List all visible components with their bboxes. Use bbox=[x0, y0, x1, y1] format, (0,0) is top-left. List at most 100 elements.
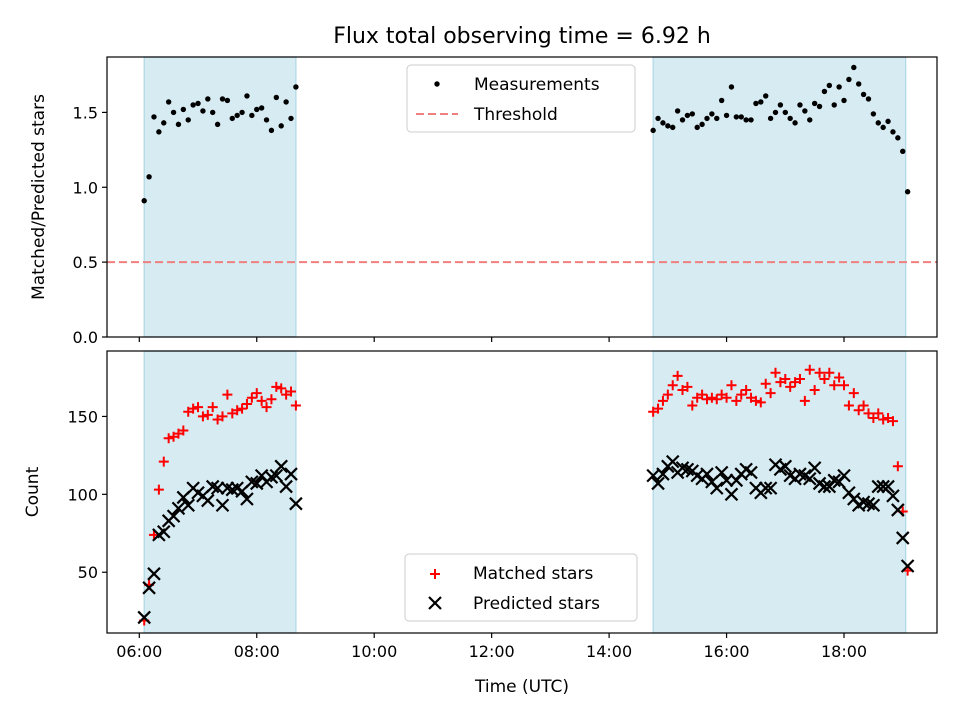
bottom-y-axis-label: Count bbox=[23, 466, 43, 517]
measurement-point bbox=[851, 64, 857, 71]
matched-star-point bbox=[839, 380, 850, 391]
predicted-star-point bbox=[142, 581, 156, 595]
measurement-point bbox=[846, 76, 852, 83]
measurement-point bbox=[175, 121, 182, 128]
measurement-point bbox=[278, 123, 284, 129]
measurement-point bbox=[895, 135, 901, 141]
measurement-point bbox=[787, 115, 793, 122]
measurement-point bbox=[748, 117, 754, 123]
matched-star-point bbox=[887, 416, 898, 427]
y-tick-label: 150 bbox=[67, 407, 98, 426]
measurement-point bbox=[900, 148, 906, 155]
matched-star-point bbox=[706, 392, 717, 403]
measurement-point bbox=[699, 121, 705, 128]
matched-star-point bbox=[780, 374, 791, 385]
predicted-star-point bbox=[886, 489, 900, 503]
legend-predicted-label: Predicted stars bbox=[473, 594, 600, 614]
measurement-point bbox=[200, 108, 206, 114]
top-legend-box bbox=[406, 64, 636, 133]
matched-star-point bbox=[261, 402, 272, 413]
matched-star-point bbox=[863, 408, 874, 419]
chart-title: Flux total observing time = 6.92 h bbox=[333, 24, 711, 49]
predicted-star-point bbox=[147, 567, 161, 581]
legend-threshold-label: Threshold bbox=[473, 105, 558, 125]
matched-star-point bbox=[731, 395, 742, 406]
matched-star-point bbox=[701, 394, 712, 405]
matched-star-point bbox=[755, 397, 766, 408]
x-tick-label: 14:00 bbox=[586, 642, 632, 661]
measurement-point bbox=[753, 100, 759, 107]
measurement-point bbox=[875, 120, 881, 126]
predicted-star-point bbox=[210, 481, 225, 495]
measurement-point bbox=[738, 114, 744, 120]
matched-star-point bbox=[202, 409, 213, 420]
measurement-point bbox=[826, 82, 833, 89]
predicted-star-point bbox=[137, 610, 151, 625]
measurement-point bbox=[244, 93, 250, 99]
matched-star-point bbox=[271, 381, 282, 392]
measurement-point bbox=[782, 109, 788, 116]
y-tick-label: 1.0 bbox=[73, 178, 98, 197]
measurement-point bbox=[258, 105, 265, 111]
matched-star-point bbox=[153, 484, 164, 495]
measurement-point bbox=[195, 100, 201, 107]
measurement-point bbox=[239, 109, 245, 116]
legend-matched-marker bbox=[430, 569, 440, 579]
predicted-star-point bbox=[724, 487, 739, 502]
matched-star-point bbox=[799, 395, 810, 406]
predicted-star-point bbox=[284, 467, 298, 481]
matched-star-point bbox=[770, 367, 781, 378]
matched-star-point bbox=[697, 389, 708, 400]
predicted-star-point bbox=[719, 473, 734, 488]
predicted-star-point bbox=[817, 479, 832, 494]
measurement-point bbox=[156, 129, 162, 135]
measurement-point bbox=[660, 120, 666, 126]
matched-star-point bbox=[804, 364, 815, 375]
matched-star-point bbox=[785, 381, 796, 392]
measurement-point bbox=[161, 120, 167, 126]
measurement-point bbox=[763, 93, 769, 99]
bottom-axes-frame bbox=[106, 350, 938, 634]
predicted-star-point bbox=[763, 481, 778, 495]
measurement-point bbox=[180, 106, 187, 113]
matched-star-point bbox=[163, 433, 174, 444]
matched-star-point bbox=[178, 425, 189, 436]
predicted-star-point bbox=[807, 461, 822, 475]
measurement-point bbox=[718, 97, 725, 104]
predicted-star-point bbox=[709, 481, 724, 495]
measurement-point bbox=[743, 117, 749, 123]
y-tick-label: 0.0 bbox=[73, 328, 98, 347]
y-tick-label: 50 bbox=[78, 563, 98, 582]
measurement-point bbox=[733, 114, 740, 120]
matched-star-point bbox=[217, 411, 228, 422]
predicted-star-point bbox=[240, 492, 254, 506]
matched-star-point bbox=[290, 400, 301, 411]
bottom-legend: Matched stars Predicted stars bbox=[404, 553, 638, 622]
x-tick-label: 12:00 bbox=[469, 642, 515, 661]
predicted-star-point bbox=[900, 559, 915, 573]
predicted-star-point bbox=[166, 509, 181, 523]
measurement-point bbox=[797, 102, 803, 108]
measurement-point bbox=[234, 112, 240, 119]
x-axis-label: Time (UTC) bbox=[474, 677, 569, 697]
measurement-point bbox=[205, 96, 211, 102]
matched-star-point bbox=[237, 403, 248, 414]
bottom-x-axis: 06:00 08:00 10:00 12:00 14:00 16:00 18:00 bbox=[116, 633, 867, 661]
predicted-star-point bbox=[215, 498, 230, 513]
matched-star-point bbox=[207, 402, 218, 413]
predicted-star-point bbox=[171, 501, 186, 516]
matched-star-point bbox=[266, 394, 277, 405]
matched-star-point bbox=[853, 405, 864, 416]
matched-star-point bbox=[188, 403, 199, 414]
matched-star-point bbox=[687, 400, 698, 411]
measurement-point bbox=[254, 106, 260, 113]
matched-star-point bbox=[241, 398, 252, 409]
measurement-point bbox=[229, 115, 235, 122]
matched-star-point bbox=[824, 367, 835, 378]
measurement-point bbox=[758, 99, 764, 105]
measurement-point bbox=[288, 115, 294, 122]
measurement-point bbox=[860, 91, 867, 98]
matched-star-point bbox=[843, 400, 854, 411]
measurement-point bbox=[831, 102, 837, 108]
predicted-star-point bbox=[837, 468, 851, 483]
